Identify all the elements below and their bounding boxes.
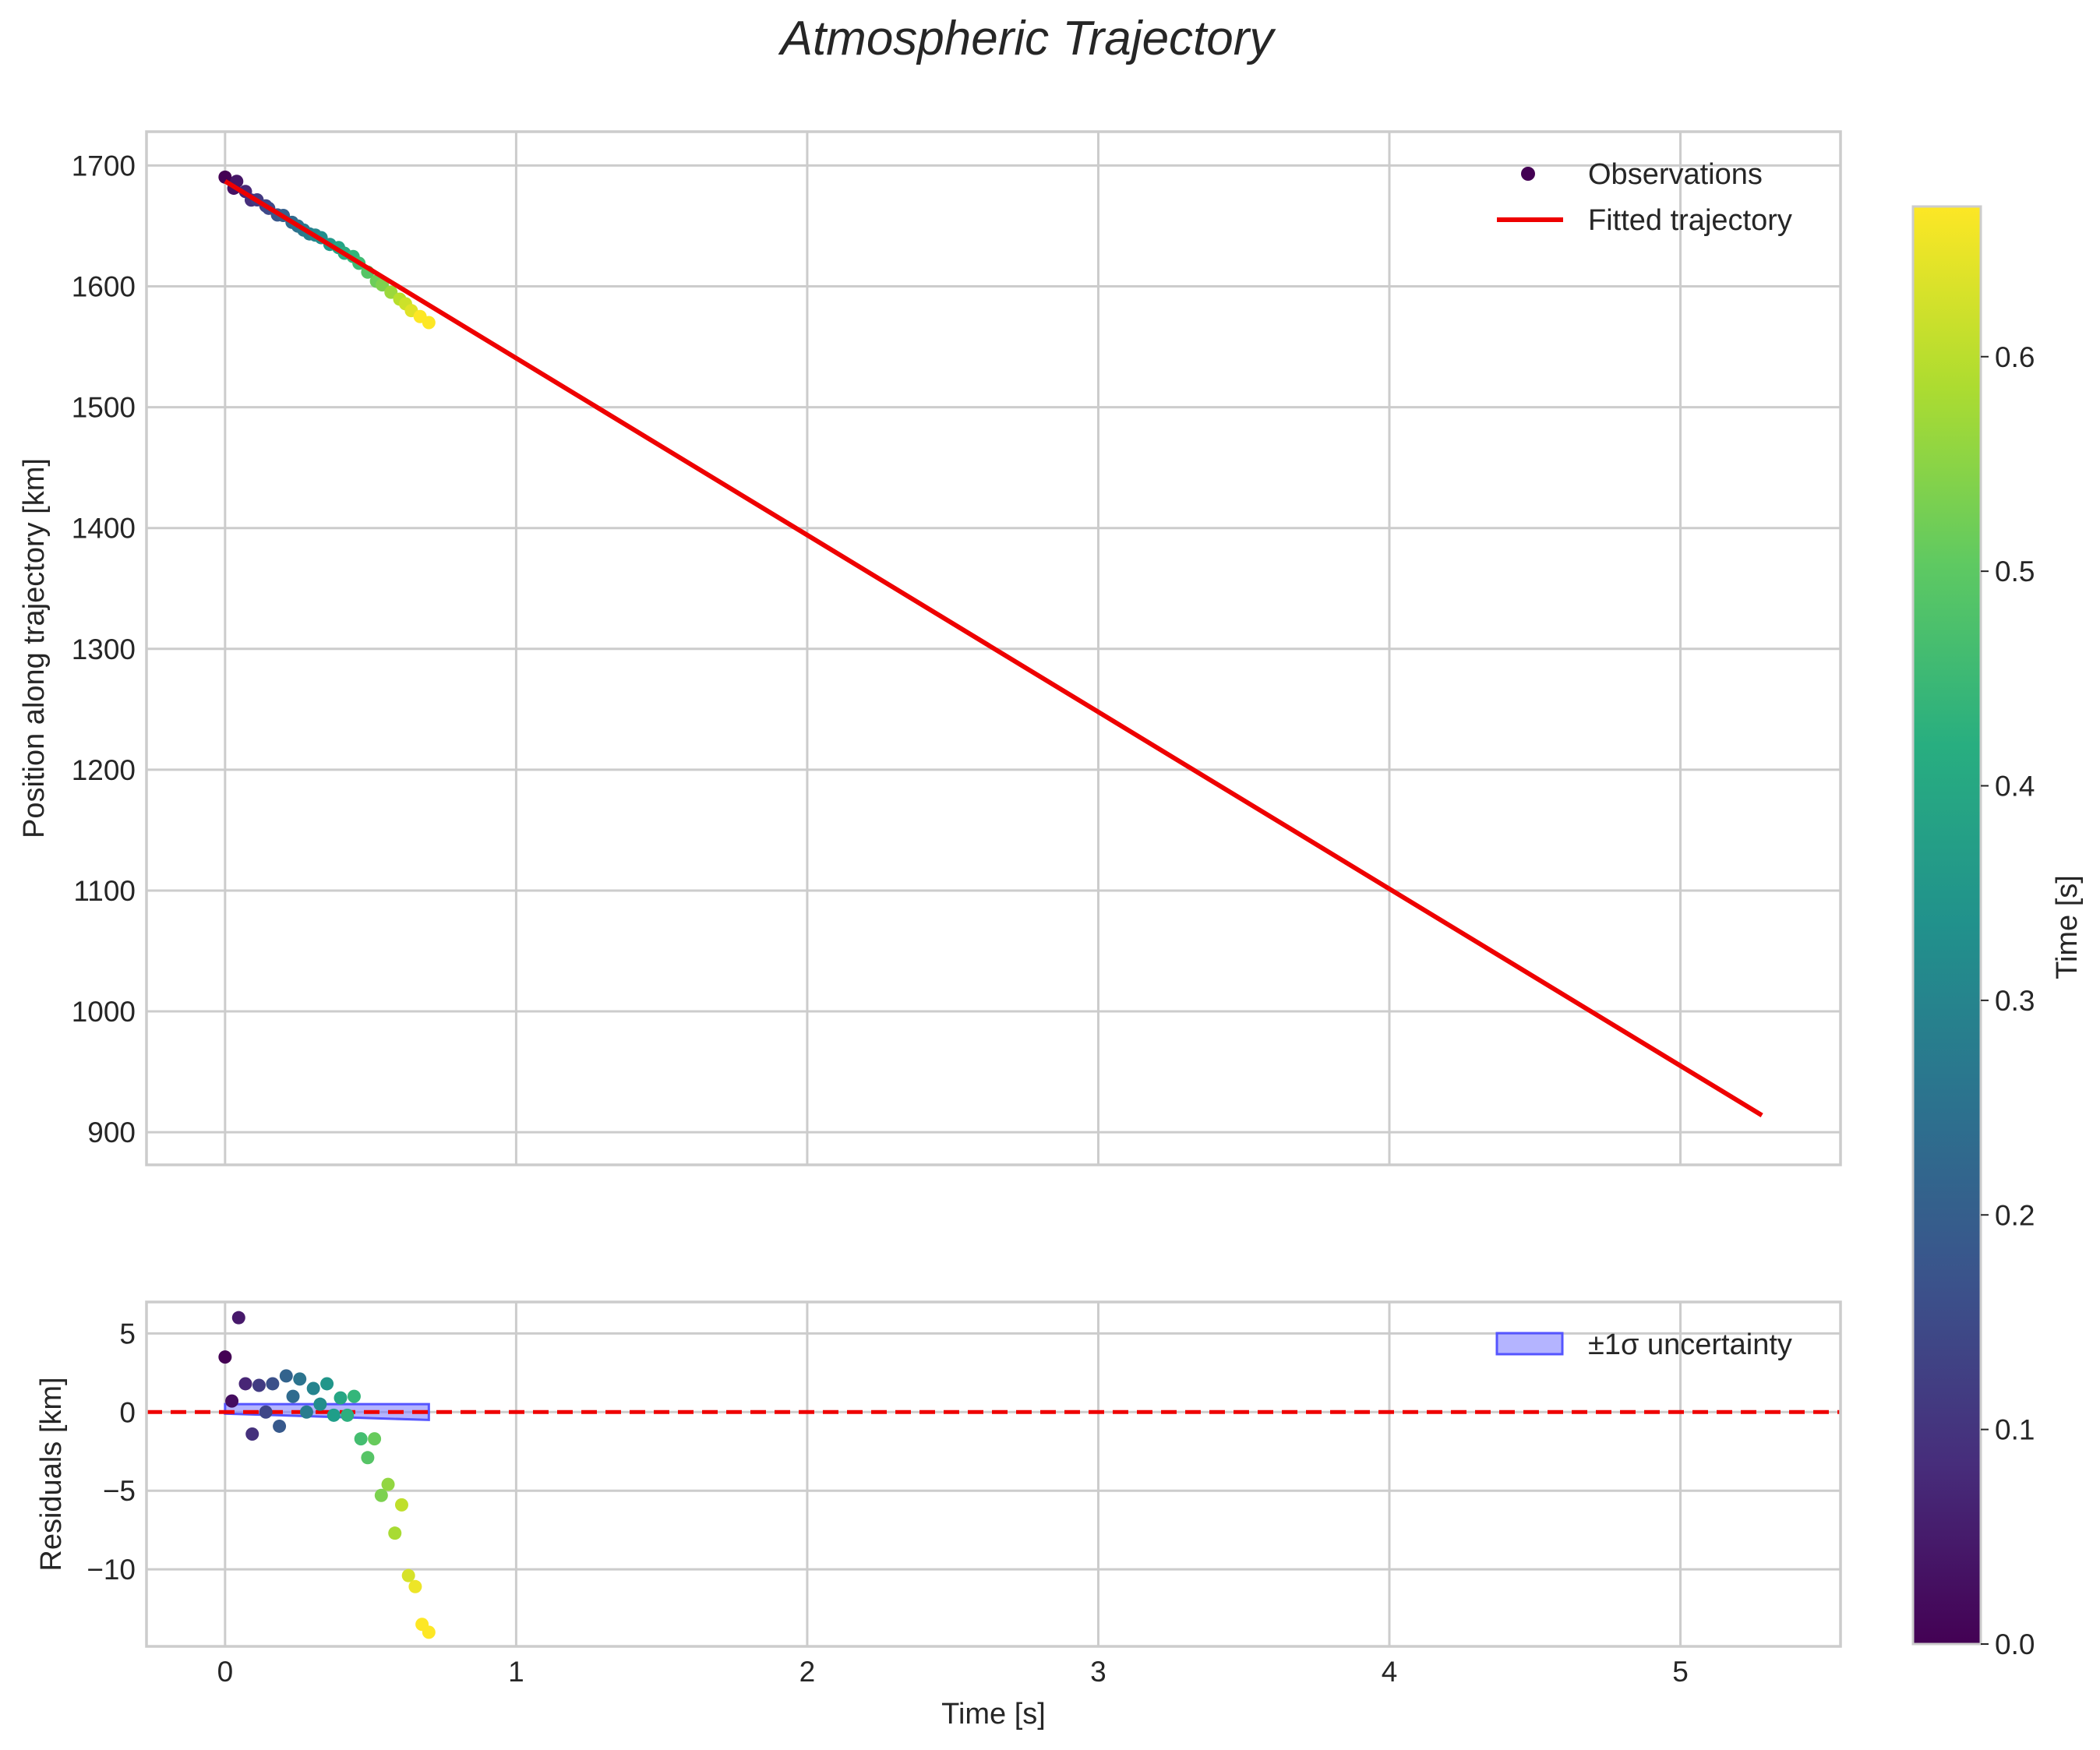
- bottom-panel-frame: [145, 1300, 1842, 1648]
- residual-point: [381, 1477, 395, 1491]
- residual-point: [279, 1369, 293, 1383]
- bottom-ytick-label: −10: [86, 1554, 136, 1586]
- residual-point: [408, 1579, 422, 1593]
- colorbar-tick-label: 0.5: [1995, 556, 2035, 587]
- top-ytick-label: 1400: [72, 513, 136, 545]
- residual-point: [231, 1311, 245, 1325]
- top-ytick-label: 1200: [72, 754, 136, 786]
- bottom-ytick-label: −5: [103, 1475, 136, 1507]
- chart-title: Atmospheric Trajectory: [778, 12, 1277, 65]
- residual-point: [388, 1526, 402, 1540]
- top-ytick-label: 1700: [72, 150, 136, 182]
- residual-point: [266, 1377, 280, 1391]
- colorbar-ticks: 0.0 0.1 0.2 0.3 0.4 0.5 0.6: [1981, 341, 2035, 1660]
- x-tick-label: 0: [217, 1656, 234, 1688]
- top-ytick-label: 1500: [72, 392, 136, 424]
- residual-point: [313, 1397, 327, 1411]
- top-panel-ticks: 900 1000 1100 1200 1300 1400 1500 1600 1700: [72, 150, 136, 1148]
- residual-point: [293, 1372, 307, 1386]
- observation-point: [218, 170, 232, 184]
- bottom-ytick-label: 0: [119, 1396, 136, 1428]
- top-ytick-label: 1300: [72, 633, 136, 665]
- top-panel-marks: [218, 170, 1763, 1117]
- residual-point: [245, 1427, 259, 1441]
- top-panel-grid: [146, 132, 1841, 1165]
- residual-point: [354, 1432, 368, 1446]
- residual-point: [225, 1394, 239, 1408]
- top-panel-ylabel: Position along trajectory [km]: [18, 458, 51, 838]
- bottom-panel-grid: [146, 1302, 1841, 1646]
- x-tick-label: 1: [508, 1656, 524, 1688]
- residual-point: [374, 1488, 388, 1502]
- top-ytick-label: 900: [87, 1117, 136, 1148]
- legend-fitted-label: Fitted trajectory: [1588, 204, 1792, 237]
- residual-point: [334, 1391, 348, 1405]
- residual-point: [320, 1377, 334, 1391]
- colorbar-tick-label: 0.1: [1995, 1414, 2035, 1446]
- top-legend: Observations Fitted trajectory: [1497, 158, 1792, 237]
- legend-band-swatch: [1495, 1332, 1564, 1356]
- observation-point: [376, 278, 390, 292]
- x-tick-label: 2: [799, 1656, 816, 1688]
- legend-observations-label: Observations: [1588, 158, 1763, 191]
- residual-point: [299, 1405, 313, 1419]
- top-ytick-label: 1100: [73, 875, 136, 907]
- residual-point: [273, 1419, 287, 1433]
- observation-point: [422, 316, 436, 330]
- residual-point: [218, 1350, 232, 1364]
- residual-point: [347, 1389, 361, 1403]
- colorbar-tick-label: 0.2: [1995, 1199, 2035, 1231]
- bottom-panel-marks: [146, 1311, 1841, 1639]
- residual-point: [326, 1408, 341, 1422]
- bottom-panel-ticks: 5 0 −5 −10: [86, 1318, 136, 1586]
- x-tick-label: 5: [1672, 1656, 1689, 1688]
- bottom-legend: ±1σ uncertainty: [1495, 1328, 1792, 1361]
- top-ytick-label: 1600: [72, 271, 136, 303]
- x-tick-label: 3: [1090, 1656, 1106, 1688]
- colorbar: [1911, 205, 1982, 1646]
- residual-point: [394, 1498, 408, 1512]
- legend-band-label: ±1σ uncertainty: [1588, 1328, 1792, 1361]
- colorbar-tick-label: 0.4: [1995, 771, 2035, 803]
- bottom-ytick-label: 5: [119, 1318, 136, 1350]
- x-tick-label: 4: [1382, 1656, 1398, 1688]
- residual-point: [306, 1381, 320, 1395]
- residual-point: [238, 1377, 252, 1391]
- x-axis-ticks: 0 1 2 3 4 5: [217, 1656, 1689, 1688]
- top-ytick-label: 1000: [72, 996, 136, 1028]
- residual-point: [252, 1378, 266, 1392]
- residual-point: [422, 1625, 436, 1639]
- x-axis-label: Time [s]: [941, 1698, 1046, 1731]
- colorbar-tick-label: 0.0: [1995, 1628, 2035, 1660]
- colorbar-tick-label: 0.3: [1995, 985, 2035, 1017]
- fitted-trajectory-line: [224, 179, 1763, 1117]
- residual-point: [368, 1432, 382, 1446]
- residual-point: [361, 1451, 375, 1465]
- legend-observations-marker: [1521, 167, 1535, 181]
- residual-point: [341, 1408, 355, 1422]
- residual-point: [286, 1389, 300, 1403]
- bottom-panel-ylabel: Residuals [km]: [35, 1377, 68, 1571]
- top-panel-frame: [145, 130, 1842, 1166]
- residual-point: [401, 1568, 415, 1582]
- colorbar-tick-label: 0.6: [1995, 341, 2035, 373]
- residual-point: [259, 1405, 273, 1419]
- colorbar-label: Time [s]: [2051, 875, 2084, 979]
